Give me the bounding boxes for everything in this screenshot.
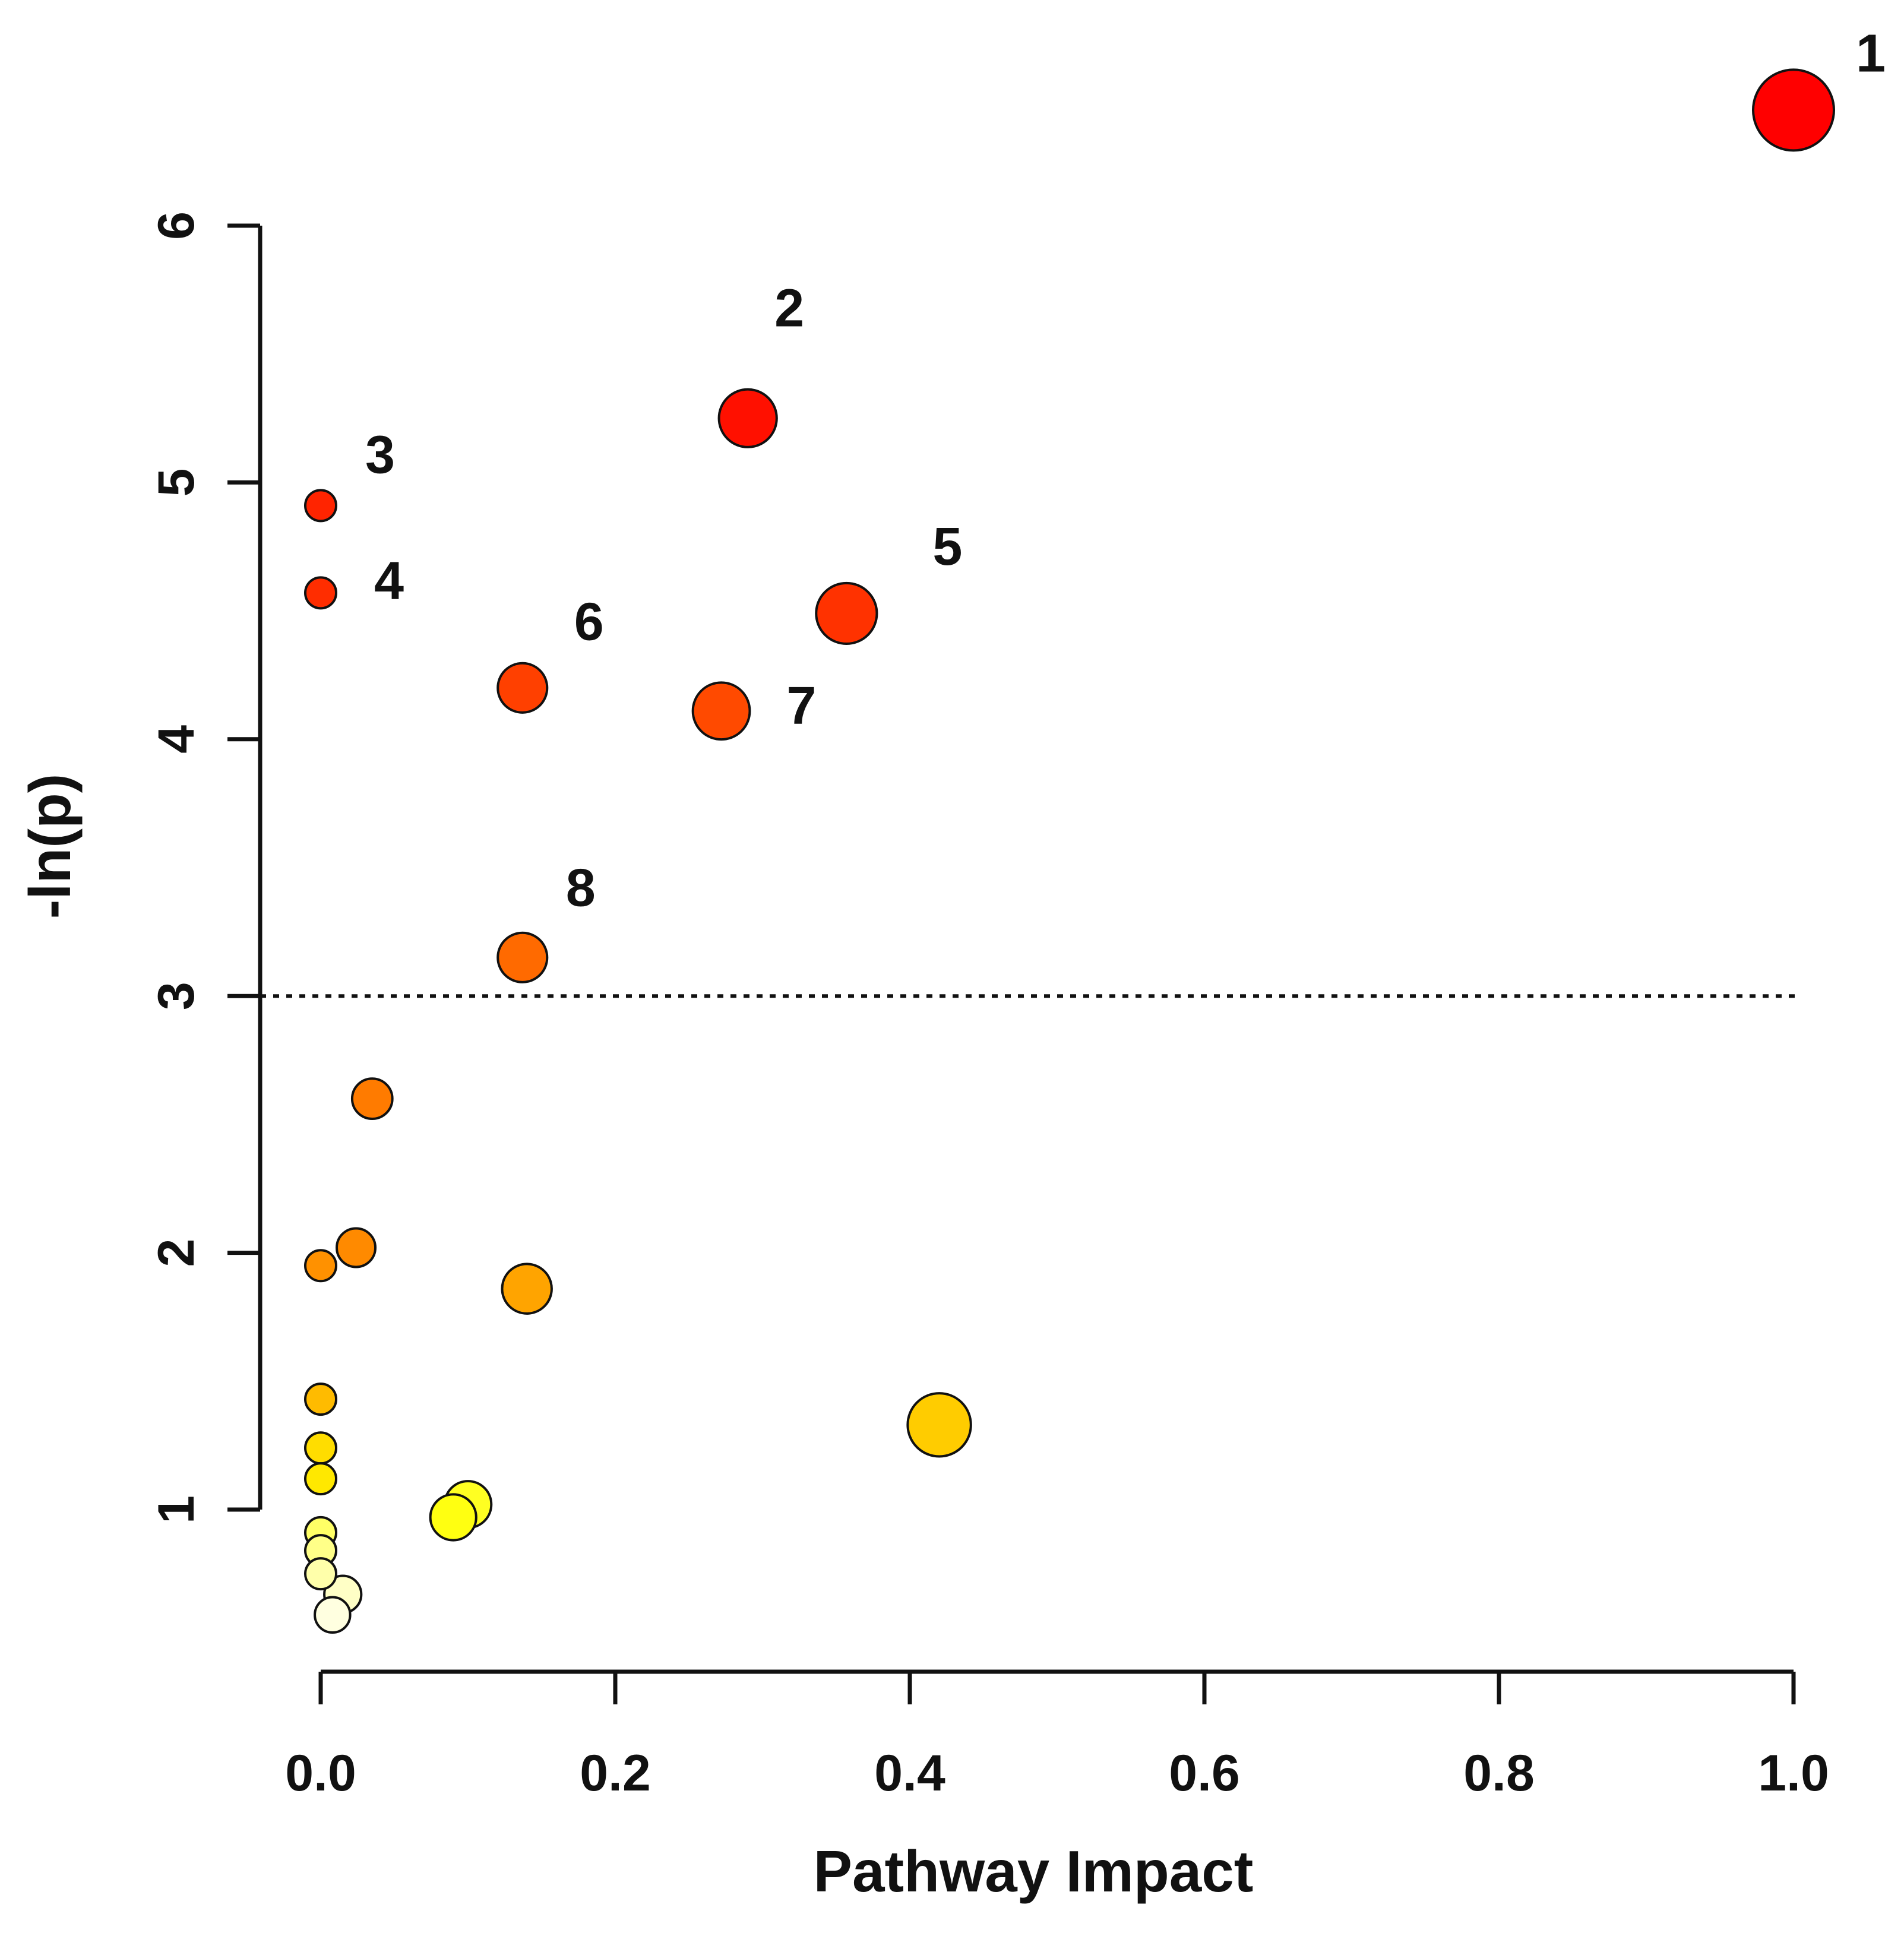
axes xyxy=(258,226,1794,1674)
point-label-8: 8 xyxy=(566,858,596,918)
x-tick-label: 0.8 xyxy=(1463,1745,1535,1802)
data-point-3 xyxy=(304,489,337,523)
x-tick-label: 0.2 xyxy=(580,1745,651,1802)
y-ticks: 1 2 3 4 5 6 xyxy=(148,211,260,1524)
data-point-1 xyxy=(1752,68,1835,152)
point-label-5: 5 xyxy=(932,517,962,577)
x-axis-title: Pathway Impact xyxy=(814,1839,1254,1904)
x-tick-label: 1.0 xyxy=(1758,1745,1829,1802)
data-point xyxy=(304,1249,337,1283)
point-label-4: 4 xyxy=(374,551,404,610)
y-tick-label: 4 xyxy=(148,725,205,754)
data-point xyxy=(304,1462,337,1496)
point-label-2: 2 xyxy=(774,279,804,338)
x-tick-label: 0.4 xyxy=(874,1745,945,1802)
data-point-5 xyxy=(815,581,878,646)
data-point xyxy=(906,1392,972,1458)
data-point xyxy=(304,1557,337,1591)
y-axis-title: -ln(p) xyxy=(17,774,83,919)
x-ticks: 0.0 0.2 0.4 0.6 0.8 1.0 xyxy=(285,1672,1829,1802)
data-point xyxy=(304,1431,337,1465)
point-label-1: 1 xyxy=(1856,24,1886,83)
point-label-7: 7 xyxy=(787,676,817,736)
data-point-2 xyxy=(717,388,778,448)
y-tick-label: 2 xyxy=(148,1239,205,1267)
data-point xyxy=(314,1596,352,1634)
point-label-6: 6 xyxy=(574,592,604,651)
x-tick-label: 0.0 xyxy=(285,1745,356,1802)
y-tick-label: 6 xyxy=(148,211,205,240)
y-tick-label: 1 xyxy=(148,1495,205,1524)
data-points xyxy=(304,68,1835,1634)
data-point-6 xyxy=(496,662,549,714)
data-point-4 xyxy=(304,576,337,610)
x-tick-label: 0.6 xyxy=(1169,1745,1240,1802)
data-point xyxy=(501,1263,553,1315)
y-tick-label: 3 xyxy=(148,982,205,1010)
data-point xyxy=(350,1077,394,1121)
data-point-8 xyxy=(496,931,549,983)
point-labels: 1 2 3 4 5 6 7 8 xyxy=(365,24,1886,918)
point-label-3: 3 xyxy=(365,425,395,485)
y-tick-label: 5 xyxy=(148,468,205,496)
data-point-7 xyxy=(691,681,751,741)
data-point xyxy=(429,1493,477,1542)
data-point xyxy=(336,1227,377,1268)
data-point xyxy=(304,1382,337,1416)
